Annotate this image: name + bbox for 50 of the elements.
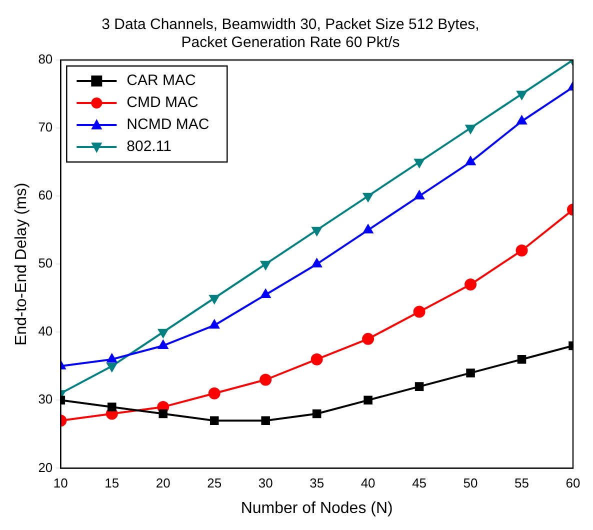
point	[310, 353, 323, 366]
point	[414, 158, 425, 168]
x-tick-label: 60	[566, 476, 580, 491]
x-tick-label: 45	[412, 476, 427, 491]
chart-title: 3 Data Channels, Beamwidth 30, Packet Size 512 Bytes, Packet Generation Rate 60 Pkt/s	[102, 16, 480, 52]
point	[464, 278, 477, 291]
legend-label: 802.11	[126, 138, 172, 156]
point	[158, 409, 168, 418]
point	[517, 354, 526, 364]
y-tick-label: 70	[38, 120, 53, 135]
legend-label: NCMD MAC	[126, 116, 210, 134]
point	[413, 306, 426, 318]
x-tick-label: 15	[104, 476, 120, 491]
point	[312, 409, 322, 418]
point	[261, 416, 270, 425]
x-tick-label: 20	[156, 476, 170, 491]
x-tick-label: 10	[53, 476, 68, 491]
point	[362, 192, 374, 202]
point	[516, 90, 528, 100]
x-tick-label: 35	[310, 476, 324, 491]
y-tick-label: 20	[38, 460, 53, 475]
y-tick-label: 30	[38, 392, 53, 407]
x-axis-title: Number of Nodes (N)	[240, 500, 393, 517]
point	[516, 244, 528, 256]
point	[260, 260, 271, 270]
point	[158, 328, 168, 338]
y-axis-title: End-to-End Delay (ms)	[13, 182, 30, 346]
point	[362, 332, 374, 345]
point	[312, 226, 322, 236]
y-tick-label: 50	[38, 256, 53, 271]
x-tick-label: 40	[360, 476, 376, 491]
point	[208, 387, 220, 400]
point	[466, 368, 475, 378]
point	[364, 396, 372, 405]
x-tick-label: 30	[258, 476, 273, 491]
y-tick-label: 80	[38, 52, 53, 67]
point	[414, 382, 424, 391]
point	[210, 416, 219, 425]
point	[465, 124, 476, 134]
y-tick-label: 40	[38, 324, 53, 339]
y-tick-label: 60	[38, 188, 53, 203]
legend-label: CAR MAC	[126, 72, 196, 90]
point	[260, 374, 272, 386]
x-tick-label: 50	[463, 476, 478, 491]
x-tick-label: 25	[207, 476, 222, 491]
point	[108, 402, 116, 412]
point	[106, 362, 118, 372]
point	[209, 294, 220, 304]
legend-label: CMD MAC	[126, 94, 198, 112]
x-tick-label: 55	[514, 476, 529, 491]
